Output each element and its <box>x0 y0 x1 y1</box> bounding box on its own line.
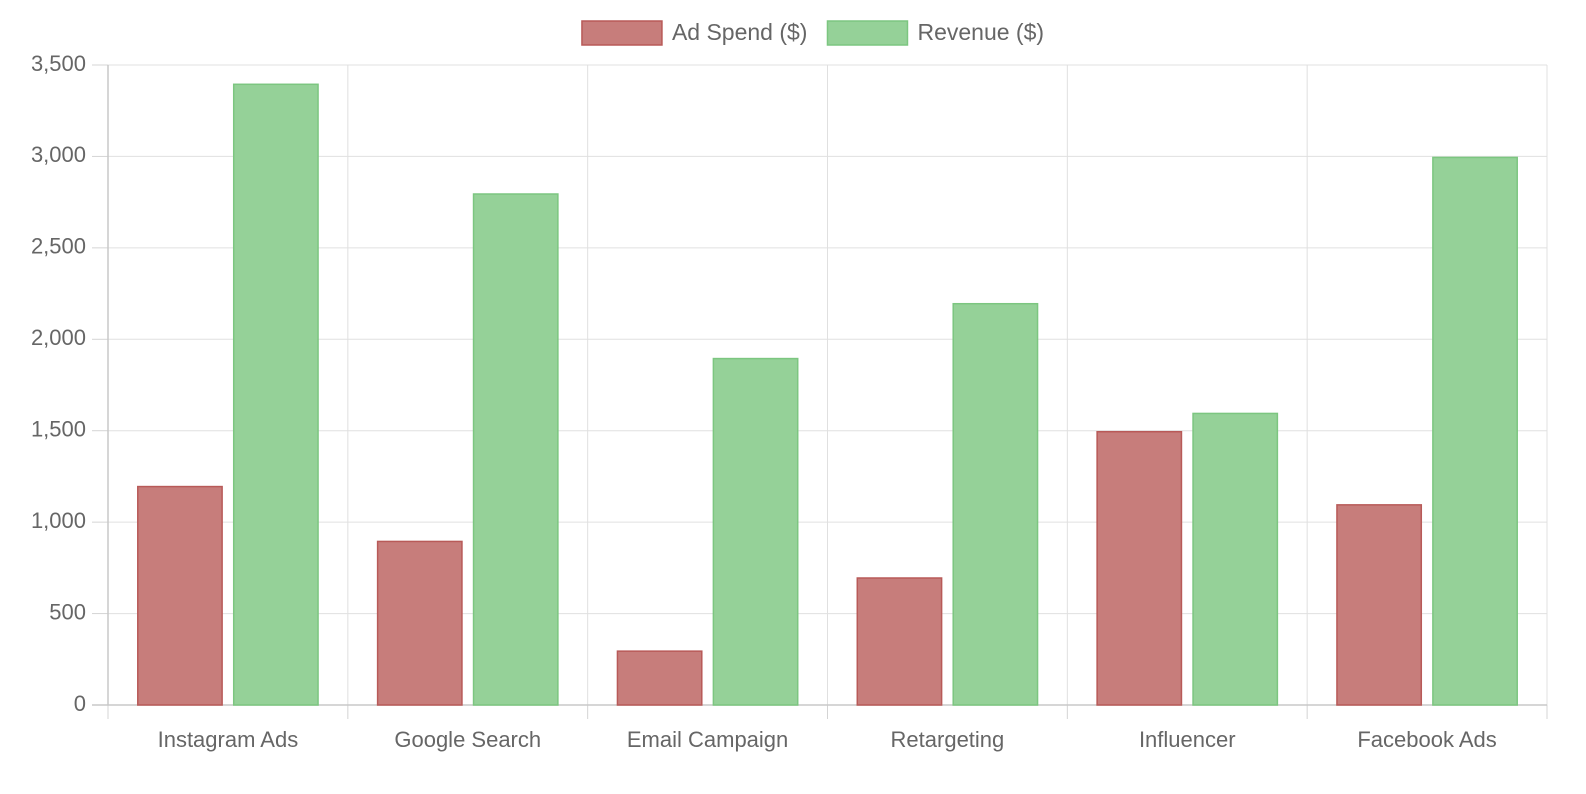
legend-label: Revenue ($) <box>917 19 1044 45</box>
y-tick-label: 0 <box>74 691 86 716</box>
bar-revenue-4[interactable] <box>1192 412 1279 706</box>
legend-item-revenue[interactable]: Revenue ($) <box>826 19 1044 46</box>
x-axis-tick-labels: Instagram Ads Google Search Email Campaign… <box>158 727 1497 752</box>
y-tick-label: 500 <box>49 599 86 624</box>
bars <box>137 83 1518 706</box>
bar-revenue-1[interactable] <box>472 193 559 706</box>
x-tick-label: Email Campaign <box>627 727 788 752</box>
y-tick-label: 1,500 <box>31 417 86 442</box>
axes <box>92 64 1548 719</box>
bar-ad-spend-2[interactable] <box>616 650 703 706</box>
bar-ad-spend-3[interactable] <box>856 577 943 706</box>
legend[interactable]: Ad Spend ($) Revenue ($) <box>581 19 1044 46</box>
legend-swatch <box>826 20 909 46</box>
grid-lines <box>108 64 1548 705</box>
y-axis-tick-labels: 0 500 1,000 1,500 2,000 2,500 3,000 3,500 <box>31 51 86 716</box>
legend-label: Ad Spend ($) <box>672 19 808 45</box>
bar-revenue-5[interactable] <box>1432 156 1518 706</box>
y-tick-label: 2,000 <box>31 325 86 350</box>
y-tick-label: 2,500 <box>31 234 86 259</box>
bar-ad-spend-4[interactable] <box>1096 430 1183 706</box>
bar-revenue-3[interactable] <box>952 302 1039 706</box>
x-tick-label: Google Search <box>394 727 541 752</box>
x-tick-label: Instagram Ads <box>158 727 299 752</box>
x-tick-label: Influencer <box>1139 727 1236 752</box>
bar-revenue-0[interactable] <box>232 83 319 706</box>
x-tick-label: Facebook Ads <box>1357 727 1496 752</box>
y-tick-label: 3,500 <box>31 51 86 76</box>
bar-ad-spend-1[interactable] <box>376 540 463 706</box>
legend-swatch <box>581 20 663 46</box>
y-tick-label: 1,000 <box>31 508 86 533</box>
x-tick-label: Retargeting <box>891 727 1005 752</box>
legend-item-ad-spend[interactable]: Ad Spend ($) <box>581 19 808 46</box>
bar-ad-spend-0[interactable] <box>137 485 223 706</box>
bar-revenue-2[interactable] <box>712 357 799 706</box>
y-tick-label: 3,000 <box>31 142 86 167</box>
bar-ad-spend-5[interactable] <box>1336 504 1423 706</box>
